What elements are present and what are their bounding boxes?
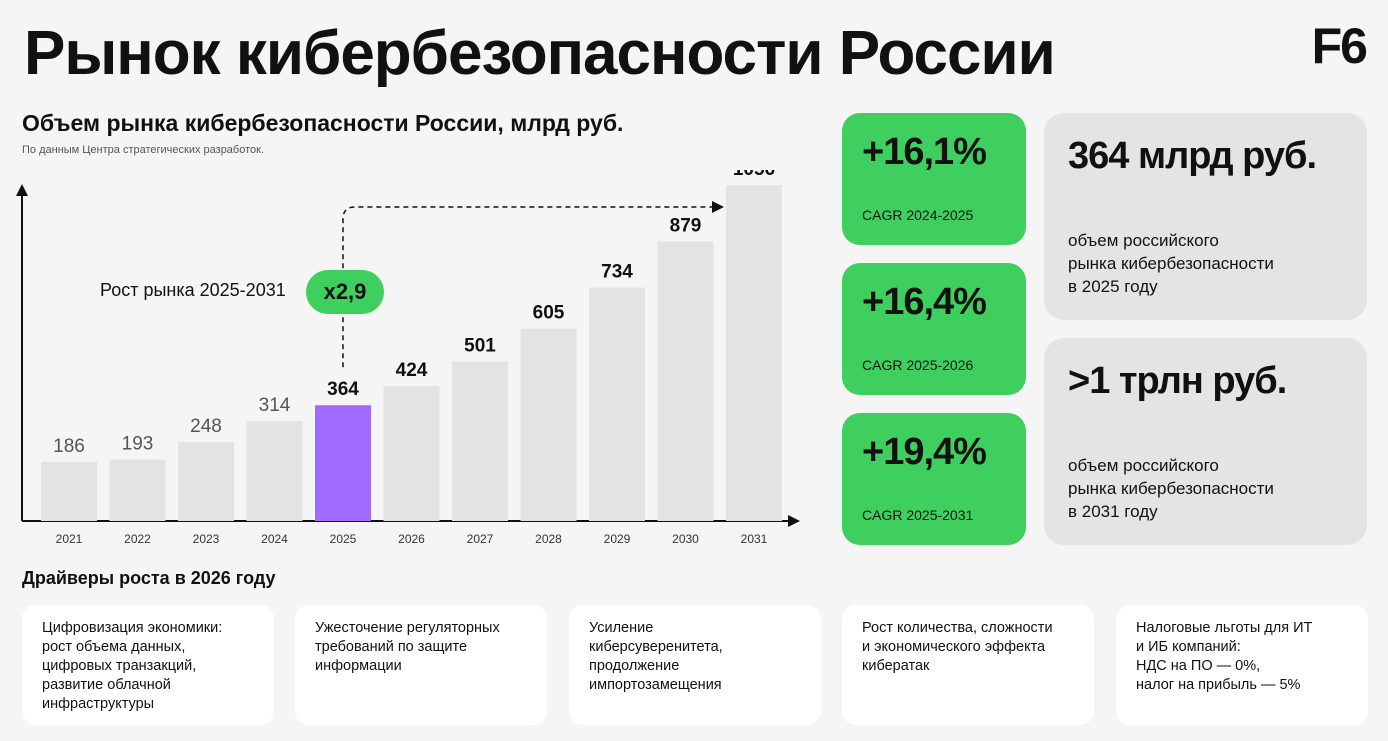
driver-line: Ужесточение регуляторных <box>315 620 500 636</box>
chart-title: Объем рынка кибербезопасности России, мл… <box>22 110 624 136</box>
bar-value-label: 424 <box>396 360 428 381</box>
x-axis-arrow-icon <box>788 515 800 527</box>
growth-label: Рост рынка 2025-2031 <box>100 280 286 300</box>
driver-text: Ужесточение регуляторных требований по з… <box>315 619 500 676</box>
bar-2024 <box>246 421 303 521</box>
driver-line: цифровых транзакций, <box>42 658 197 674</box>
driver-card-regulation: Ужесточение регуляторных требований по з… <box>295 605 547 725</box>
drivers-title: Драйверы роста в 2026 году <box>22 568 276 588</box>
bar-2027 <box>452 361 508 521</box>
info-value: >1 трлн руб. <box>1068 360 1287 402</box>
driver-card-sovereignty: Усиление киберсуверенитета, продолжение … <box>569 605 821 725</box>
driver-line: НДС на ПО — 0%, <box>1136 658 1261 674</box>
x-tick-label: 2023 <box>193 532 220 546</box>
x-tick-label: 2031 <box>741 532 768 546</box>
cagr-card-2025-2026: +16,4% CAGR 2025-2026 <box>842 263 1026 395</box>
info-card-2031: >1 трлн руб. объем российского рынка киб… <box>1044 338 1367 545</box>
driver-line: Цифровизация экономики: <box>42 620 223 636</box>
cagr-value: +16,1% <box>862 131 987 173</box>
bar-2028 <box>520 328 577 521</box>
growth-connector <box>342 206 714 368</box>
bar-2026 <box>383 386 440 521</box>
connector-arrow-icon <box>712 201 724 213</box>
bar-value-label: 605 <box>533 303 565 324</box>
info-description: объем российского рынка кибербезопасност… <box>1068 229 1274 298</box>
x-tick-label: 2021 <box>56 532 83 546</box>
info-desc-line: объем российского <box>1068 231 1219 250</box>
driver-line: инфраструктуры <box>42 696 155 712</box>
x-tick-label: 2029 <box>604 532 631 546</box>
cagr-card-2024-2025: +16,1% CAGR 2024-2025 <box>842 113 1026 245</box>
driver-text: Налоговые льготы для ИТ и ИБ компаний: Н… <box>1136 619 1312 695</box>
x-tick-label: 2027 <box>467 532 494 546</box>
cagr-card-2025-2031: +19,4% CAGR 2025-2031 <box>842 413 1026 545</box>
info-desc-line: рынка кибербезопасности <box>1068 254 1274 273</box>
bar-value-label: 248 <box>190 416 222 437</box>
driver-line: Рост количества, сложности <box>862 620 1053 636</box>
driver-line: продолжение <box>589 658 680 674</box>
driver-text: Рост количества, сложности и экономическ… <box>862 619 1053 676</box>
growth-badge: x2,9 <box>306 270 384 314</box>
info-description: объем российского рынка кибербезопасност… <box>1068 454 1274 523</box>
info-card-2025: 364 млрд руб. объем российского рынка ки… <box>1044 113 1367 320</box>
cagr-label: CAGR 2024-2025 <box>862 207 974 223</box>
driver-line: и экономического эффекта <box>862 639 1046 655</box>
x-tick-label: 2025 <box>330 532 357 546</box>
cagr-value: +19,4% <box>862 431 987 473</box>
x-tick-label: 2024 <box>261 532 288 546</box>
cagr-value: +16,4% <box>862 281 987 323</box>
info-desc-line: объем российского <box>1068 456 1219 475</box>
x-tick-label: 2028 <box>535 532 562 546</box>
bar-2023 <box>178 442 234 521</box>
info-value: 364 млрд руб. <box>1068 135 1317 177</box>
driver-line: налог на прибыль — 5% <box>1136 677 1301 693</box>
driver-card-cyberattacks: Рост количества, сложности и экономическ… <box>842 605 1094 725</box>
cagr-label: CAGR 2025-2026 <box>862 357 974 373</box>
bar-2025 <box>315 405 371 521</box>
page-title: Рынок кибербезопасности России <box>24 19 1056 88</box>
info-desc-line: рынка кибербезопасности <box>1068 479 1274 498</box>
y-axis-arrow-icon <box>16 184 28 196</box>
bar-value-label: 734 <box>601 262 633 283</box>
driver-line: кибератак <box>862 658 930 674</box>
driver-line: требований по защите <box>315 639 468 655</box>
bar-value-label: 879 <box>670 215 702 236</box>
driver-line: информации <box>315 658 402 674</box>
f6-logo: F6 <box>1311 18 1368 74</box>
driver-line: и ИБ компаний: <box>1136 639 1241 655</box>
bar-2022 <box>109 459 166 521</box>
bar-value-label: 1056 <box>733 170 775 180</box>
driver-line: рост объема данных, <box>42 639 186 655</box>
bar-2030 <box>657 241 714 521</box>
bar-2029 <box>589 287 645 521</box>
bar-2021 <box>41 461 97 521</box>
info-desc-line: в 2031 году <box>1068 502 1158 521</box>
x-tick-label: 2026 <box>398 532 425 546</box>
driver-text: Усиление киберсуверенитета, продолжение … <box>589 619 723 695</box>
driver-text: Цифровизация экономики: рост объема данн… <box>42 619 222 714</box>
bar-value-label: 314 <box>259 395 291 416</box>
x-tick-label: 2030 <box>672 532 699 546</box>
driver-line: киберсуверенитета, <box>589 639 723 655</box>
cagr-label: CAGR 2025-2031 <box>862 507 974 523</box>
bar-value-label: 186 <box>53 436 85 457</box>
driver-line: импортозамещения <box>589 677 722 693</box>
x-tick-label: 2022 <box>124 532 151 546</box>
info-desc-line: в 2025 году <box>1068 277 1158 296</box>
bar-value-label: 501 <box>464 336 496 357</box>
bar-2031 <box>726 185 782 521</box>
chart-source: По данным Центра стратегических разработ… <box>22 144 264 156</box>
driver-line: развитие облачной <box>42 677 171 693</box>
driver-card-tax-benefits: Налоговые льготы для ИТ и ИБ компаний: Н… <box>1116 605 1368 725</box>
driver-line: Налоговые льготы для ИТ <box>1136 620 1313 636</box>
driver-line: Усиление <box>589 620 654 636</box>
driver-card-digitalization: Цифровизация экономики: рост объема данн… <box>22 605 274 725</box>
bar-value-label: 193 <box>122 434 154 455</box>
bar-value-label: 364 <box>327 379 359 400</box>
market-bar-chart: 186 2021 193 2022 248 2023 314 2024 364 2025 424 20… <box>16 170 800 546</box>
